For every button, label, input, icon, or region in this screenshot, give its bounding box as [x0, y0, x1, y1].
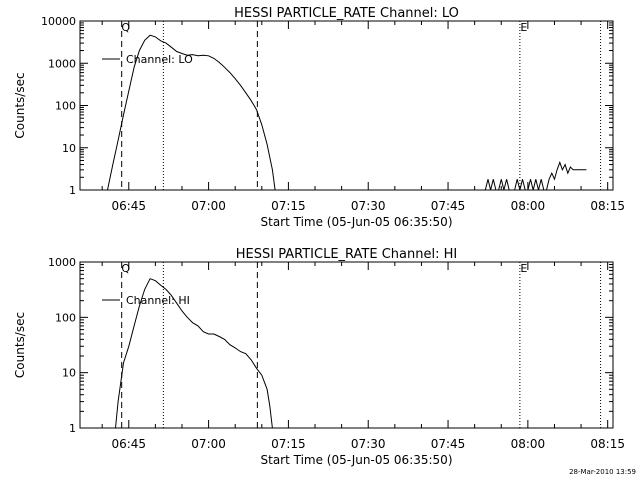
x-axis-label: Start Time (05-Jun-05 06:35:50) — [261, 215, 453, 229]
series-line — [484, 160, 587, 191]
y-tick-label: 1 — [69, 422, 76, 435]
plot-frame — [79, 261, 614, 429]
x-tick-label: 08:00 — [511, 199, 546, 213]
legend-label: Channel: HI — [126, 294, 190, 307]
series-line — [107, 34, 276, 191]
x-tick-label: 07:00 — [191, 437, 226, 451]
x-axis-label: Start Time (05-Jun-05 06:35:50) — [261, 453, 453, 467]
event-marker-label: E — [520, 21, 527, 34]
chart-panel-hi: HESSI PARTICLE_RATE Channel: HI Start Tim… — [13, 247, 625, 467]
plot-frame — [79, 20, 614, 191]
event-marker-label: Q — [121, 262, 130, 275]
x-tick-label: 07:00 — [191, 199, 226, 213]
y-axis-label: Counts/sec — [13, 72, 27, 138]
x-tick-label: 07:30 — [351, 199, 386, 213]
x-tick-label: 07:30 — [351, 437, 386, 451]
y-tick-label: 1000 — [48, 256, 76, 269]
y-tick-label: 10 — [62, 367, 76, 380]
chart-title: HESSI PARTICLE_RATE Channel: HI — [236, 247, 457, 262]
series-line — [115, 278, 273, 429]
y-tick-label: 10000 — [41, 15, 76, 28]
y-tick-label: 100 — [55, 311, 76, 324]
y-tick-label: 10 — [62, 142, 76, 155]
x-tick-label: 06:45 — [111, 437, 146, 451]
legend-label: Channel: LO — [126, 53, 193, 66]
chart-panel-lo: HESSI PARTICLE_RATE Channel: LO Start Tim… — [13, 6, 625, 229]
x-tick-label: 06:45 — [111, 199, 146, 213]
x-tick-label: 07:15 — [271, 437, 306, 451]
y-tick-label: 100 — [55, 100, 76, 113]
chart-title: HESSI PARTICLE_RATE Channel: LO — [234, 6, 459, 21]
x-tick-label: 08:00 — [511, 437, 546, 451]
y-tick-label: 1000 — [48, 57, 76, 70]
x-tick-label: 07:45 — [431, 199, 466, 213]
event-marker-label: E — [520, 262, 527, 275]
x-tick-label: 08:15 — [590, 437, 625, 451]
footer-timestamp: 28-Mar-2010 13:59 — [569, 468, 636, 476]
event-marker-label: Q — [121, 21, 130, 34]
x-tick-label: 08:15 — [590, 199, 625, 213]
x-tick-label: 07:45 — [431, 437, 466, 451]
y-tick-label: 1 — [69, 184, 76, 197]
x-tick-label: 07:15 — [271, 199, 306, 213]
y-axis-label: Counts/sec — [13, 312, 27, 378]
